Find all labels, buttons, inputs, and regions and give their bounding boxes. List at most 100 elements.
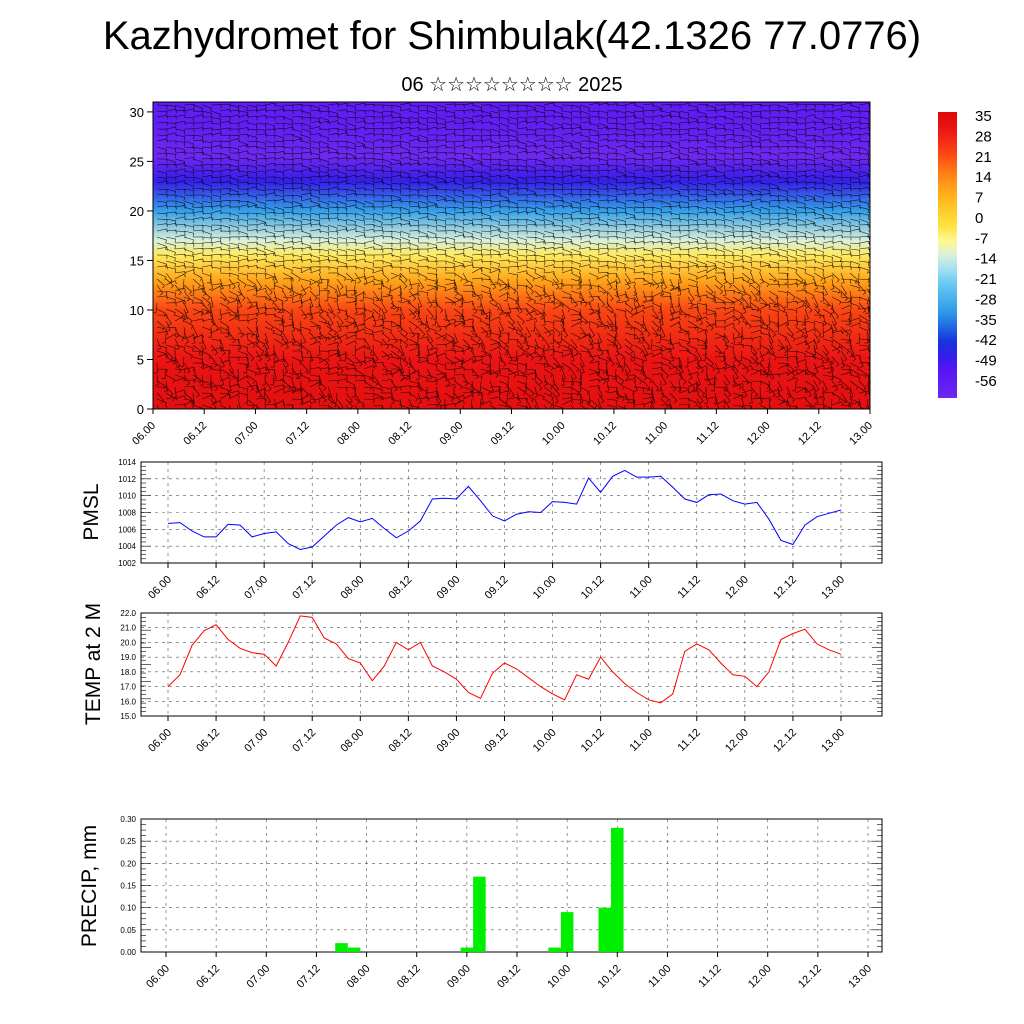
wind-barb-paths xyxy=(153,102,870,409)
y-tick-label: 0.00 xyxy=(120,948,136,957)
precip-plot: 0.00 0.05 0.10 0.15 0.20 0.25 0.30 06.00 06.12 07… xyxy=(78,815,883,991)
x-tick-label: 09.12 xyxy=(483,574,511,602)
x-tick-label: 10.00 xyxy=(540,420,568,448)
x-tick-label: 08.12 xyxy=(387,727,415,755)
colorbar: 35 28 21 14 7 0 -7 -14 -21 -28 -35 -42 -49 -56 xyxy=(938,108,997,398)
y-tick-label: 20.0 xyxy=(120,638,136,647)
y-tick-label: 17.0 xyxy=(120,683,136,692)
x-tick-label: 10.00 xyxy=(531,727,559,755)
y-tick-label: 1002 xyxy=(118,559,136,568)
x-tick-label: 12.00 xyxy=(723,574,751,602)
y-tick-label: 5 xyxy=(137,352,144,367)
x-tick-label: 13.00 xyxy=(847,420,875,448)
colorbar-label: 14 xyxy=(975,169,992,186)
x-tick-label: 08.12 xyxy=(386,420,414,448)
x-tick-label: 11.00 xyxy=(627,727,654,754)
colorbar-label: -42 xyxy=(975,332,997,349)
y-tick-label: 16.0 xyxy=(120,697,136,706)
pmsl-plot: 1002 1004 1006 1008 1010 1012 1014 06.00 06.12 07… xyxy=(80,458,883,602)
x-tick-label: 06.00 xyxy=(130,420,158,448)
colorbar-label: -35 xyxy=(975,312,997,329)
x-tick-label: 06.00 xyxy=(144,963,172,991)
colorbar-label: 7 xyxy=(975,190,983,207)
x-tick-label: 06.00 xyxy=(146,574,174,602)
x-tick-label: 08.12 xyxy=(395,963,423,991)
y-tick-label: 0.10 xyxy=(120,904,136,913)
colorbar-label: 0 xyxy=(975,210,983,227)
y-axis-title: TEMP at 2 M xyxy=(82,603,105,725)
precip-bar xyxy=(460,947,474,952)
x-tick-label: 13.00 xyxy=(819,727,847,755)
colorbar-label: 21 xyxy=(975,149,992,166)
x-tick-label: 09.00 xyxy=(435,574,463,602)
precip-bar xyxy=(598,907,612,952)
x-tick-label: 12.12 xyxy=(796,963,824,991)
x-tick-label: 12.12 xyxy=(771,727,799,755)
x-tick-label: 07.00 xyxy=(242,727,270,755)
y-tick-label: 25 xyxy=(130,154,144,169)
plot-frame xyxy=(140,612,883,717)
precip-bar xyxy=(347,947,361,952)
x-tick-label: 08.00 xyxy=(345,963,373,991)
x-tick-label: 12.12 xyxy=(771,574,799,602)
x-tick-label: 07.00 xyxy=(244,963,272,991)
x-tick-label: 11.00 xyxy=(646,963,673,990)
y-tick-label: 1010 xyxy=(118,492,136,501)
y-tick-label: 1006 xyxy=(118,525,136,534)
wind-barbs xyxy=(153,102,870,409)
x-tick-label: 07.00 xyxy=(233,420,261,448)
x-tick-label: 13.00 xyxy=(846,963,874,991)
x-tick-label: 07.12 xyxy=(290,727,318,755)
x-tick-label: 12.00 xyxy=(745,420,773,448)
y-tick-label: 22.0 xyxy=(120,609,136,618)
x-tick-label: 13.00 xyxy=(819,574,847,602)
y-tick-label: 0 xyxy=(137,402,144,417)
x-tick-label: 06.12 xyxy=(194,963,222,991)
x-tick-label: 09.12 xyxy=(489,420,517,448)
x-tick-label: 10.00 xyxy=(531,574,559,602)
precip-bar xyxy=(548,947,561,952)
y-tick-label: 10 xyxy=(130,303,144,318)
x-tick-label: 09.00 xyxy=(437,420,465,448)
y-tick-label: 30 xyxy=(130,105,144,120)
x-tick-label: 08.12 xyxy=(387,574,415,602)
precip-bar xyxy=(473,876,486,952)
x-tick-label: 10.12 xyxy=(579,574,607,602)
x-tick-label: 06.12 xyxy=(194,574,222,602)
chart-subtitle: 06 ☆☆☆☆☆☆☆☆ 2025 xyxy=(401,74,623,96)
x-tick-label: 10.12 xyxy=(579,727,607,755)
y-tick-label: 0.20 xyxy=(120,859,136,868)
y-tick-label: 1014 xyxy=(118,458,136,467)
cross-section-plot: 0 5 10 15 20 25 30 06.00 06.12 07.00 07.12 08.00 08.… xyxy=(130,101,875,448)
y-tick-label: 1012 xyxy=(118,475,136,484)
x-tick-label: 12.12 xyxy=(796,420,824,448)
x-tick-label: 09.00 xyxy=(435,727,463,755)
colorbar-label: 28 xyxy=(975,128,992,145)
x-tick-label: 11.00 xyxy=(643,420,670,447)
x-tick-label: 06.00 xyxy=(146,727,174,755)
x-tick-label: 11.12 xyxy=(676,727,703,754)
x-tick-label: 09.12 xyxy=(483,727,511,755)
x-tick-label: 09.12 xyxy=(495,963,523,991)
y-tick-label: 0.30 xyxy=(120,815,136,824)
precip-bar xyxy=(335,943,348,952)
colorbar-scale xyxy=(938,112,957,398)
x-tick-label: 11.12 xyxy=(696,963,723,990)
x-tick-label: 07.00 xyxy=(242,574,270,602)
colorbar-label: -28 xyxy=(975,291,997,308)
x-tick-label: 07.12 xyxy=(295,963,323,991)
x-tick-label: 09.00 xyxy=(445,963,473,991)
colorbar-label: -7 xyxy=(975,230,988,247)
y-tick-label: 0.15 xyxy=(120,882,136,891)
y-tick-label: 21.0 xyxy=(120,624,136,633)
x-tick-label: 06.12 xyxy=(194,727,222,755)
colorbar-label: -21 xyxy=(975,271,997,288)
precip-bar xyxy=(560,912,574,952)
x-tick-label: 11.12 xyxy=(694,420,721,447)
x-tick-label: 08.00 xyxy=(338,574,366,602)
x-tick-label: 12.00 xyxy=(746,963,774,991)
x-tick-label: 07.12 xyxy=(290,574,318,602)
x-tick-label: 11.00 xyxy=(627,574,654,601)
x-tick-label: 07.12 xyxy=(284,420,312,448)
